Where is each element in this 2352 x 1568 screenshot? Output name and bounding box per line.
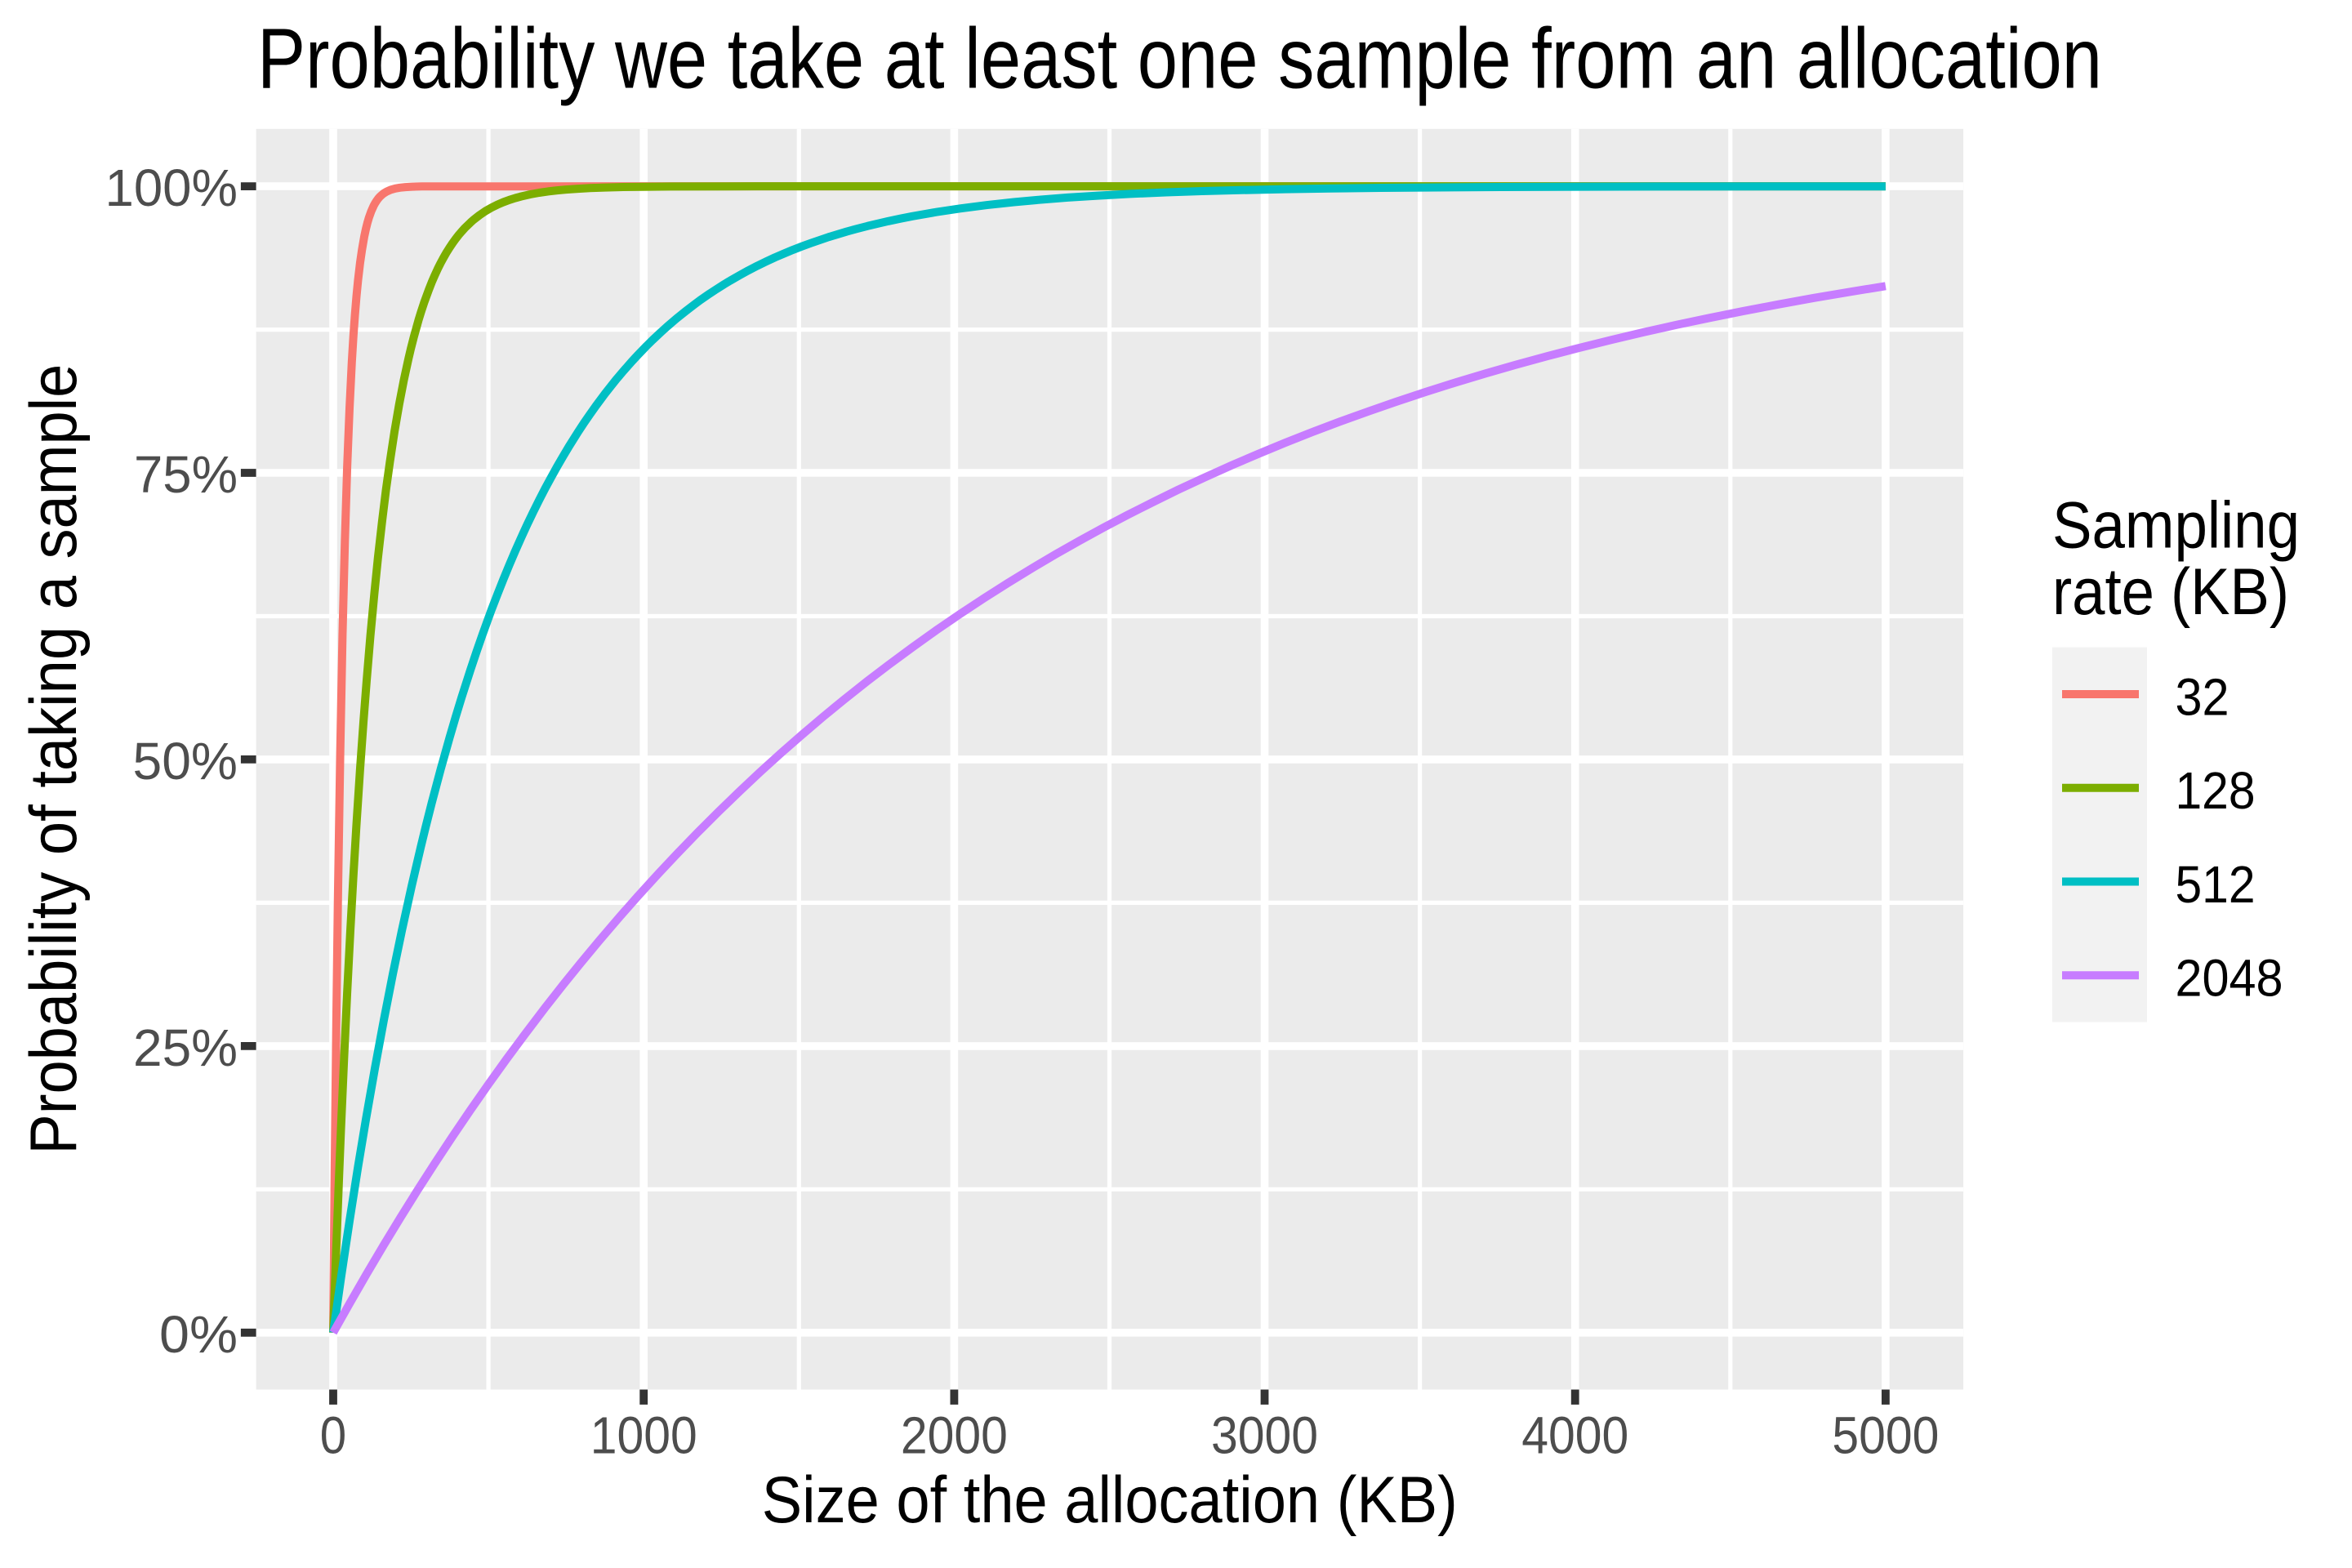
svg-text:Size of the allocation (KB): Size of the allocation (KB) bbox=[762, 1463, 1458, 1537]
svg-text:128: 128 bbox=[2176, 761, 2256, 820]
svg-text:3000: 3000 bbox=[1211, 1406, 1318, 1465]
svg-text:4000: 4000 bbox=[1521, 1406, 1628, 1465]
svg-text:0: 0 bbox=[320, 1406, 346, 1465]
svg-text:Probability we take at least o: Probability we take at least one sample … bbox=[257, 11, 2102, 107]
svg-text:75%: 75% bbox=[134, 445, 238, 504]
svg-text:Sampling: Sampling bbox=[2052, 489, 2300, 563]
svg-text:1000: 1000 bbox=[590, 1406, 697, 1465]
svg-text:Probability of taking a sample: Probability of taking a sample bbox=[17, 364, 91, 1155]
svg-text:512: 512 bbox=[2176, 855, 2256, 914]
svg-text:32: 32 bbox=[2176, 668, 2230, 727]
svg-text:100%: 100% bbox=[105, 158, 238, 217]
svg-text:rate (KB): rate (KB) bbox=[2052, 555, 2289, 629]
svg-text:2048: 2048 bbox=[2176, 949, 2283, 1008]
svg-text:25%: 25% bbox=[133, 1018, 238, 1077]
svg-text:2000: 2000 bbox=[901, 1406, 1008, 1465]
svg-text:5000: 5000 bbox=[1832, 1406, 1939, 1465]
svg-text:50%: 50% bbox=[133, 732, 238, 791]
svg-text:0%: 0% bbox=[159, 1305, 238, 1364]
